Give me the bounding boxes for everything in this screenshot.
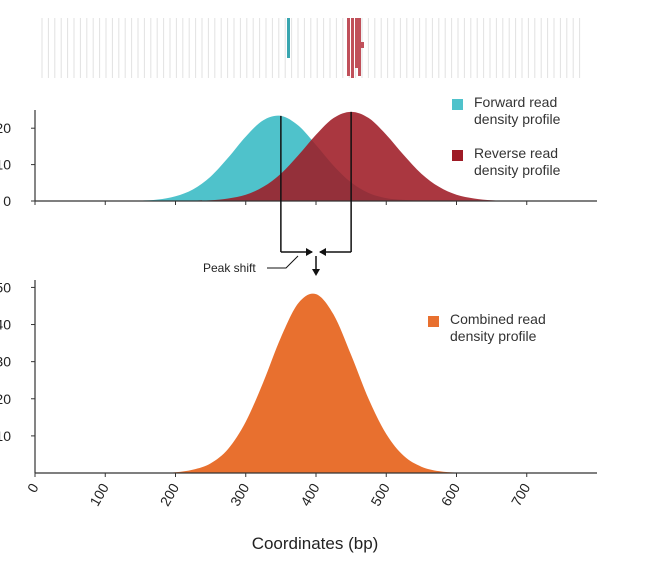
read: [347, 18, 350, 76]
legend-swatch: [428, 316, 439, 327]
area: [35, 293, 597, 474]
y-tick-label: 20: [0, 391, 11, 407]
x-axis-title: Coordinates (bp): [252, 534, 379, 553]
read: [351, 18, 354, 78]
read: [361, 42, 364, 48]
x-tick-label: 200: [157, 480, 183, 508]
y-tick-label: 10: [0, 157, 11, 173]
arrow-head: [306, 248, 313, 256]
y-tick-label: 40: [0, 317, 11, 333]
legend-swatch: [452, 150, 463, 161]
read: [358, 18, 361, 76]
x-tick-label: 0: [24, 480, 42, 495]
y-tick-label: 20: [0, 120, 11, 136]
legend-label: Combined read density profile: [450, 311, 546, 344]
read: [355, 18, 358, 68]
legend-label: Forward read density profile: [474, 94, 561, 127]
x-tick-label: 600: [438, 480, 464, 508]
x-tick-label: 100: [86, 480, 112, 508]
area: [35, 111, 597, 202]
arrow-head: [312, 269, 320, 276]
y-tick-label: 30: [0, 354, 11, 370]
x-tick-label: 700: [508, 480, 534, 508]
legend-label: Reverse read density profile: [474, 145, 561, 178]
read: [287, 18, 290, 58]
annotation-leader: [267, 255, 299, 269]
y-tick-label: 50: [0, 279, 11, 295]
annotation: Peak shift: [203, 261, 256, 275]
x-tick-label: 300: [227, 480, 253, 508]
read-track: [41, 18, 581, 78]
legend-swatch: [452, 99, 463, 110]
y-tick-label: 10: [0, 428, 11, 444]
x-tick-label: 400: [297, 480, 323, 508]
x-tick-label: 500: [367, 480, 393, 508]
arrow-head: [319, 248, 326, 256]
y-tick-label: 0: [3, 193, 11, 209]
